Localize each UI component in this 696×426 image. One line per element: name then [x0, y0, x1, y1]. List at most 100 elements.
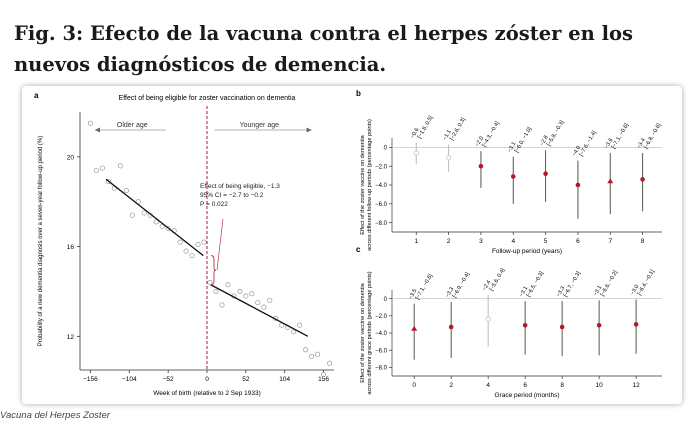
panel-c-point-open	[485, 316, 491, 322]
panel-a-title: Effect of being eligible for zoster vacc…	[119, 95, 296, 102]
panel-a-older-arrowhead	[94, 127, 100, 133]
panel-c-ci-label: [−6.7, −0.3]	[563, 270, 583, 298]
panel-a-younger-label: Younger age	[240, 122, 280, 129]
panel-b-x-tick-label: 1	[414, 238, 418, 245]
panel-c-value-label: −3.3	[445, 286, 456, 299]
panel-a-data-point	[207, 280, 213, 286]
panel-a-data-point	[327, 360, 333, 366]
panel-a-x-tick-label: 52	[242, 376, 250, 383]
panel-a-data-point	[303, 347, 309, 353]
panel-a-annotation-line: P = 0.022	[200, 201, 228, 208]
figure-panel: a Effect of being eligible for zoster vac…	[22, 86, 682, 404]
panel-c-value-label: −3.0	[630, 284, 641, 297]
panel-a-data-point	[99, 165, 105, 171]
panel-c-y-tick-label: −8.0	[375, 366, 388, 372]
panel-a-annotation-line: Effect of being eligible, −1.3	[200, 183, 280, 190]
figure-svg: a Effect of being eligible for zoster vac…	[34, 89, 663, 399]
panel-c-value-label: −3.1	[519, 286, 530, 299]
panel-a: a Effect of being eligible for zoster vac…	[34, 91, 334, 397]
panel-a-data-point	[309, 354, 315, 360]
panel-b: b 0 −2.0 −4.0 −6.0 −8.0 1 2 3 4 5 6 7 8 Follow-up peri…	[356, 89, 663, 255]
panel-c-y-tick-label: −2.0	[375, 314, 388, 320]
panel-c-x-tick-label: 0	[412, 382, 416, 389]
panel-c-ci-label: [−7.1, −0.6]	[415, 273, 435, 301]
panel-b-x-tick-label: 2	[447, 238, 451, 245]
panel-c-point	[559, 324, 565, 330]
panel-b-ci-label: [−1.8, 0.5]	[417, 115, 435, 140]
panel-b-ci-label: [−6.8, −0.6]	[643, 122, 663, 150]
panel-b-ci-label: [−5.8, −0.3]	[546, 119, 566, 147]
panel-b-value-label: −1.1	[442, 129, 453, 142]
figure-heading: Fig. 3: Efecto de la vacuna contra el he…	[14, 22, 633, 76]
panel-b-ci-label: [−2.6, 0.3]	[449, 117, 467, 142]
panel-a-x-tick-label: −52	[163, 376, 174, 383]
panel-b-ci-label: [−7.6, −1.4]	[578, 130, 598, 158]
panel-a-fit-line-right	[210, 284, 309, 337]
panel-b-x-tick-label: 5	[544, 238, 548, 245]
panel-a-x-tick-label: 0	[205, 376, 209, 383]
panel-a-annotation-line: 95% CI = −2.7 to −0.2	[200, 192, 264, 199]
panel-c-x-tick-label: 6	[523, 382, 527, 389]
panel-a-data-point	[255, 300, 261, 306]
image-caption: Vacuna del Herpes Zoster	[0, 410, 111, 421]
panel-a-data-point	[129, 212, 135, 218]
panel-a-data-point	[117, 163, 123, 169]
panel-a-y-tick-label: 16	[67, 244, 75, 251]
panel-a-data-point	[123, 188, 129, 194]
panel-c-point	[596, 322, 602, 328]
panel-c-label: c	[356, 245, 361, 254]
panel-a-data-point	[237, 288, 243, 294]
panel-c-x-tick-label: 2	[449, 382, 453, 389]
panel-c-point	[522, 322, 528, 328]
panel-a-x-axis-label: Week of birth (relative to 2 Sep 1933)	[153, 390, 261, 397]
panel-c-y-axis-label-2: across different grace periods (percenta…	[367, 271, 373, 394]
panel-c-ci-label: [−6.6, −0.2]	[600, 269, 620, 297]
panel-a-data-point	[177, 239, 183, 245]
panel-b-ci-label: [−4.3, −0.4]	[481, 120, 501, 148]
panel-c-value-label: −2.4	[482, 280, 493, 293]
panel-a-fit-line-left	[105, 178, 204, 257]
panel-a-jump-bracket	[210, 255, 217, 286]
panel-b-x-tick-label: 7	[608, 238, 612, 245]
panel-a-data-point	[189, 253, 195, 259]
panel-b-value-label: −2.8	[539, 135, 550, 148]
panel-b-value-label: −3.6	[604, 137, 615, 150]
panel-b-value-label: −0.6	[410, 127, 421, 140]
panel-c-y-axis-label: Effect of the zoster vaccine on dementia	[360, 282, 366, 382]
panel-c-x-axis-label: Grace period (months)	[494, 392, 559, 399]
panel-a-data-point	[141, 210, 147, 216]
panel-b-point	[543, 171, 548, 177]
panel-b-x-tick-label: 8	[641, 238, 645, 245]
panel-a-annotation-leader	[216, 218, 224, 271]
panel-c-x-tick-label: 12	[632, 382, 640, 389]
panel-b-y-tick-label: −4.0	[375, 183, 388, 189]
panel-b-point	[640, 177, 645, 182]
panel-a-data-point	[261, 304, 267, 310]
panel-b-point	[478, 163, 484, 169]
panel-a-y-axis-label: Probability of a new dementia diagnosis …	[38, 136, 44, 346]
panel-c-x-tick-label: 4	[486, 382, 490, 389]
panel-c-point	[633, 322, 639, 327]
panel-a-x-tick-label: −104	[122, 376, 137, 383]
panel-a-data-point	[153, 219, 159, 225]
panel-a-data-point	[291, 329, 297, 335]
panel-a-y-tick-label: 12	[67, 334, 75, 341]
panel-c-value-label: −3.5	[408, 288, 419, 301]
panel-b-y-tick-label: −6.0	[375, 202, 388, 208]
panel-b-point	[510, 174, 516, 179]
panel-b-point-open	[413, 150, 419, 156]
panel-a-x-tick-label: −156	[83, 376, 98, 383]
panel-a-data-point	[225, 282, 231, 288]
panel-c-point-triangle	[411, 325, 418, 331]
panel-c-value-label: −3.1	[593, 285, 604, 298]
panel-a-data-point	[243, 293, 249, 299]
panel-b-x-axis-label: Follow-up period (years)	[492, 248, 562, 255]
panel-a-data-point	[93, 167, 99, 173]
panel-a-data-point	[159, 223, 165, 229]
panel-a-older-label: Older age	[117, 122, 148, 129]
panel-b-value-label: −3.4	[636, 137, 647, 150]
panel-a-y-tick-label: 20	[67, 154, 75, 161]
panel-a-data-point	[219, 302, 225, 308]
panel-b-point-triangle	[607, 178, 614, 184]
panel-b-value-label: −2.0	[474, 136, 485, 149]
